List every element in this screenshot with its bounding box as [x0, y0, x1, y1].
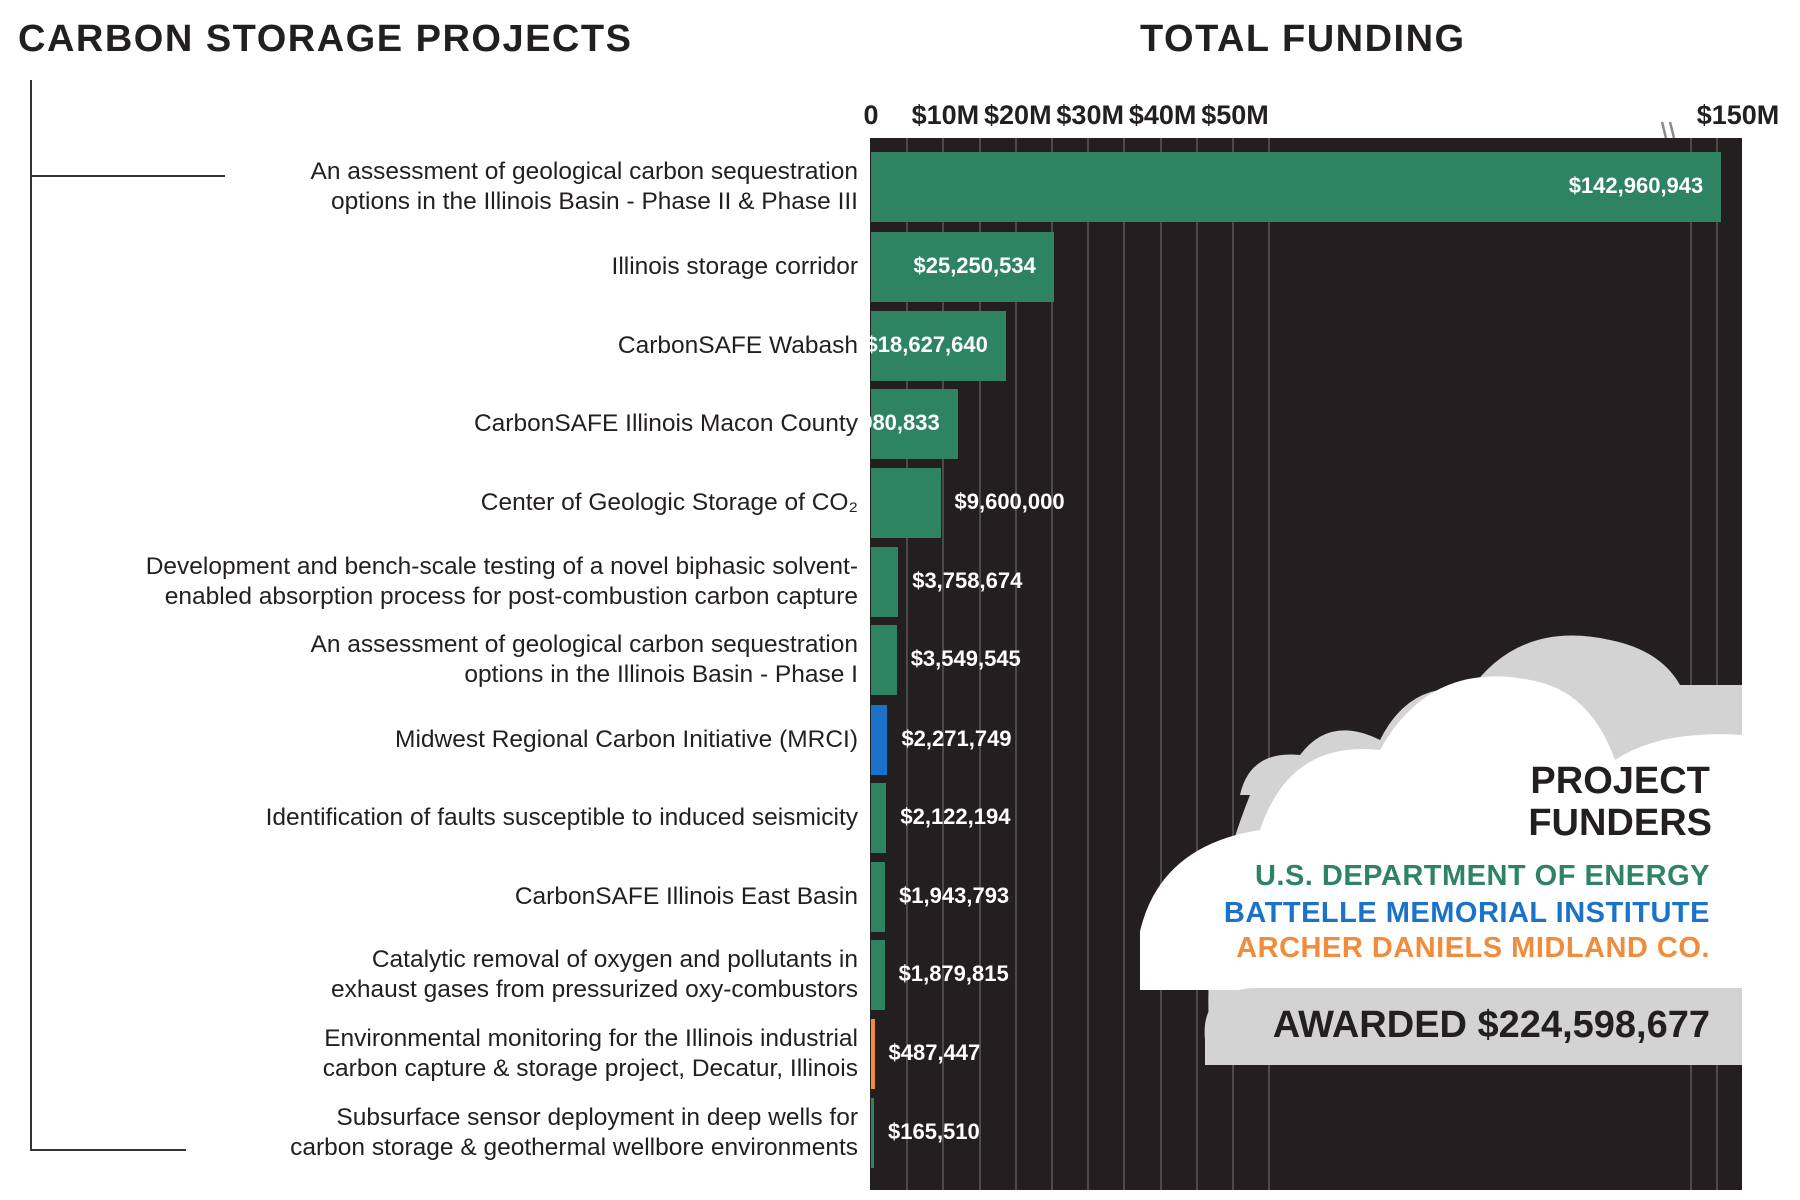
funders-title-line-1: PROJECT: [1530, 760, 1710, 802]
bar: [871, 152, 1722, 222]
bracket-top-arm: [30, 175, 225, 177]
x-tick-label: $150M: [1696, 100, 1780, 130]
value-label: $2,122,194: [900, 804, 1011, 829]
bar: [871, 940, 885, 1010]
x-tick-label: $50M: [1201, 100, 1269, 130]
funder-adm: ARCHER DANIELS MIDLAND CO.: [1236, 932, 1710, 964]
value-label: $2,271,749: [901, 726, 1012, 751]
cloud-shape: [1140, 635, 1742, 1065]
category-label: An assessment of geological carbon seque…: [310, 631, 859, 688]
category-label: Subsurface sensor deployment in deep wel…: [290, 1104, 858, 1161]
category-label: Midwest Regional Carbon Initiative (MRCI…: [395, 726, 858, 753]
gridline: [1087, 138, 1090, 1190]
bracket-vertical: [30, 80, 32, 1150]
x-tick-label: $20M: [984, 100, 1052, 130]
bar: [871, 862, 886, 932]
category-label: Identification of faults susceptible to …: [265, 804, 858, 831]
gridline: [1014, 138, 1017, 1190]
bar: [871, 547, 899, 617]
bracket-bottom-arm: [30, 1149, 186, 1151]
gridline: [906, 138, 909, 1190]
gridline: [1195, 138, 1198, 1190]
funders-title-line-2: FUNDERS: [1528, 802, 1712, 844]
value-label: $18,627,640: [865, 332, 988, 357]
value-label: $3,758,674: [912, 568, 1023, 593]
value-label: $11,980,833: [818, 410, 940, 435]
category-label: Center of Geologic Storage of CO₂: [480, 489, 858, 516]
bar: [871, 1098, 874, 1168]
gridline: [1268, 138, 1271, 1190]
value-label: $3,549,545: [910, 646, 1021, 671]
gridline: [1690, 138, 1692, 1190]
value-label: $9,600,000: [954, 489, 1065, 514]
bar: [871, 783, 887, 853]
left-title: CARBON STORAGE PROJECTS: [18, 18, 633, 60]
gridline: [1051, 138, 1053, 1190]
funder-doe: U.S. DEPARTMENT OF ENERGY: [1254, 860, 1710, 892]
right-title: TOTAL FUNDING: [1140, 18, 1466, 60]
category-label: Environmental monitoring for the Illinoi…: [322, 1025, 858, 1082]
bar: [871, 1019, 875, 1089]
bar: [871, 468, 941, 538]
gridline: [1159, 138, 1162, 1190]
x-tick-label: $10M: [911, 100, 980, 130]
funder-battelle: BATTELLE MEMORIAL INSTITUTE: [1223, 897, 1710, 929]
bar: [871, 311, 1006, 381]
gridline: [978, 138, 981, 1190]
category-label: CarbonSAFE Wabash: [617, 332, 858, 359]
x-tick-label: $30M: [1056, 100, 1124, 130]
cloud-gray-front: [1204, 988, 1742, 1065]
x-tick-label: 0: [863, 100, 879, 130]
gridline: [1123, 138, 1126, 1190]
value-label: $1,943,793: [899, 883, 1010, 908]
awarded-total: AWARDED $224,598,677: [1272, 1004, 1710, 1046]
bar: [871, 625, 897, 695]
bar: [871, 389, 958, 459]
value-label: $487,447: [888, 1040, 981, 1065]
category-label: Development and bench-scale testing of a…: [145, 553, 858, 610]
bar: [871, 232, 1054, 302]
category-label: CarbonSAFE Illinois East Basin: [514, 883, 858, 910]
category-label: Illinois storage corridor: [611, 253, 858, 280]
funders-title: PROJECT FUNDERS: [1528, 760, 1712, 844]
value-label: $1,879,815: [898, 961, 1009, 986]
bar: [871, 705, 888, 775]
gridline: [1232, 138, 1234, 1190]
category-label: CarbonSAFE Illinois Macon County: [473, 410, 858, 437]
value-label: $25,250,534: [913, 253, 1036, 278]
category-label: An assessment of geological carbon seque…: [310, 158, 859, 215]
x-tick-label: $40M: [1128, 100, 1197, 130]
gridline: [1716, 138, 1718, 1190]
value-label: $165,510: [888, 1119, 980, 1144]
cloud-white-middle: [1140, 676, 1742, 990]
value-label: $142,960,943: [1568, 173, 1704, 198]
gridline: [942, 138, 945, 1190]
category-label: Catalytic removal of oxygen and pollutan…: [331, 946, 858, 1003]
